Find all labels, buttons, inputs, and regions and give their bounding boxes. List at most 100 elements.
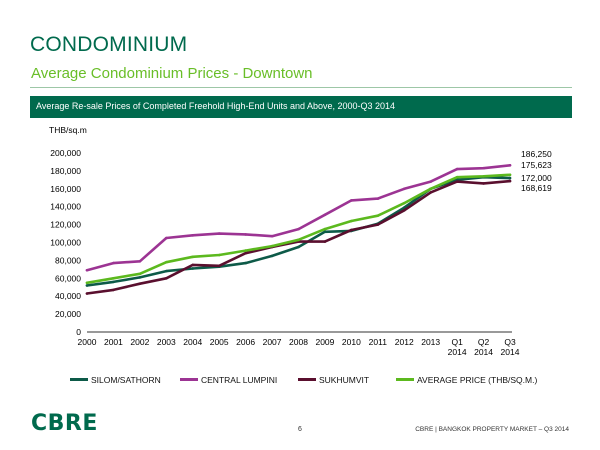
x-tick-label: 2010 <box>342 337 361 347</box>
x-tick-label: Q3 <box>504 337 516 347</box>
data-point <box>217 232 221 235</box>
data-point <box>323 240 327 243</box>
footer-text: CBRE | BANGKOK PROPERTY MARKET – Q3 2014 <box>415 426 569 433</box>
data-point <box>191 234 195 237</box>
x-tick-label: 2000 <box>78 337 97 347</box>
data-point <box>85 292 89 295</box>
data-point <box>323 213 327 217</box>
data-point <box>402 208 406 212</box>
data-point <box>138 276 142 279</box>
y-tick-label: 0 <box>76 327 81 337</box>
y-tick-label: 100,000 <box>50 238 81 248</box>
data-point <box>482 174 485 178</box>
x-tick-label: 2014 <box>501 347 520 357</box>
data-point <box>429 180 432 183</box>
page-title: CONDOMINIUM <box>30 33 188 56</box>
legend-swatch-sukhumvit <box>298 378 316 382</box>
data-point <box>350 199 353 202</box>
data-point <box>85 268 89 272</box>
data-point <box>112 277 115 280</box>
data-point <box>270 234 274 238</box>
data-point <box>508 179 512 183</box>
data-point <box>217 264 221 268</box>
data-point <box>482 182 485 185</box>
x-tick-label: 2002 <box>130 337 149 347</box>
y-tick-label: 20,000 <box>55 309 81 319</box>
x-tick-label: 2014 <box>474 347 493 357</box>
data-point <box>270 244 274 248</box>
x-tick-label: 2008 <box>289 337 308 347</box>
data-point <box>350 219 353 223</box>
legend-swatch-silom <box>70 378 88 382</box>
x-tick-label: 2004 <box>183 337 202 347</box>
data-point <box>402 206 406 209</box>
data-point <box>350 228 353 232</box>
data-point <box>112 288 115 292</box>
data-point <box>297 245 300 249</box>
data-point <box>270 254 274 258</box>
data-point <box>138 272 142 276</box>
y-tick-label: 120,000 <box>50 220 81 230</box>
data-point <box>165 260 168 264</box>
data-point <box>402 187 406 191</box>
legend-label-average: AVERAGE PRICE (THB/SQ.M.) <box>417 375 538 385</box>
legend-label-sukhumvit: SUKHUMVIT <box>319 375 370 385</box>
data-point <box>455 180 459 183</box>
data-point <box>191 255 195 259</box>
x-tick-label: 2003 <box>157 337 176 347</box>
x-tick-label: 2006 <box>236 337 255 347</box>
x-tick-label: 2009 <box>315 337 334 347</box>
data-point <box>112 261 115 265</box>
data-point <box>85 281 89 285</box>
chart-title: Average Re-sale Prices of Completed Free… <box>36 101 396 111</box>
y-tick-label: 60,000 <box>55 273 81 283</box>
end-value-label: 172,000 <box>521 173 552 183</box>
legend-item-average: AVERAGE PRICE (THB/SQ.M.) <box>396 375 537 385</box>
data-point <box>165 269 168 273</box>
chart-title-banner: Average Re-sale Prices of Completed Free… <box>30 96 572 118</box>
legend-item-sukhumvit: SUKHUMVIT <box>298 375 369 385</box>
x-tick-label: 2007 <box>263 337 282 347</box>
end-value-label: 186,250 <box>521 149 552 159</box>
end-value-label: 168,619 <box>521 183 552 193</box>
data-point <box>376 197 380 200</box>
legend-swatch-average <box>396 378 414 382</box>
data-point <box>402 201 406 205</box>
data-point <box>191 263 195 267</box>
data-point <box>297 227 300 231</box>
y-tick-label: 80,000 <box>55 255 81 265</box>
cbre-logo: CBRE <box>31 411 98 436</box>
x-tick-label: 2012 <box>395 337 414 347</box>
end-value-label: 175,623 <box>521 160 552 170</box>
data-point <box>323 227 327 231</box>
y-tick-label: 200,000 <box>50 148 81 158</box>
legend-label-lumpini: CENTRAL LUMPINI <box>201 375 278 385</box>
data-point <box>244 249 247 252</box>
data-point <box>455 175 459 179</box>
data-point <box>191 267 195 270</box>
x-tick-label: 2013 <box>421 337 440 347</box>
header-divider <box>30 87 572 88</box>
data-point <box>85 284 89 287</box>
data-point <box>508 173 512 177</box>
data-point <box>429 187 432 191</box>
data-point <box>165 236 168 240</box>
data-point <box>482 166 485 170</box>
x-tick-label: 2001 <box>104 337 123 347</box>
data-point <box>112 280 115 284</box>
y-tick-label: 180,000 <box>50 166 81 176</box>
data-point <box>244 261 247 265</box>
x-tick-label: 2011 <box>369 337 388 347</box>
data-point <box>508 164 512 167</box>
data-point <box>376 214 380 217</box>
data-point <box>508 176 512 180</box>
page-number: 6 <box>298 426 302 433</box>
y-tick-label: 40,000 <box>55 291 81 301</box>
y-tick-label: 160,000 <box>50 184 81 194</box>
x-tick-label: 2005 <box>210 337 229 347</box>
page-subtitle: Average Condominium Prices - Downtown <box>31 65 313 82</box>
data-point <box>138 282 142 285</box>
legend-item-silom: SILOM/SATHORN <box>70 375 161 385</box>
data-point <box>376 223 380 226</box>
